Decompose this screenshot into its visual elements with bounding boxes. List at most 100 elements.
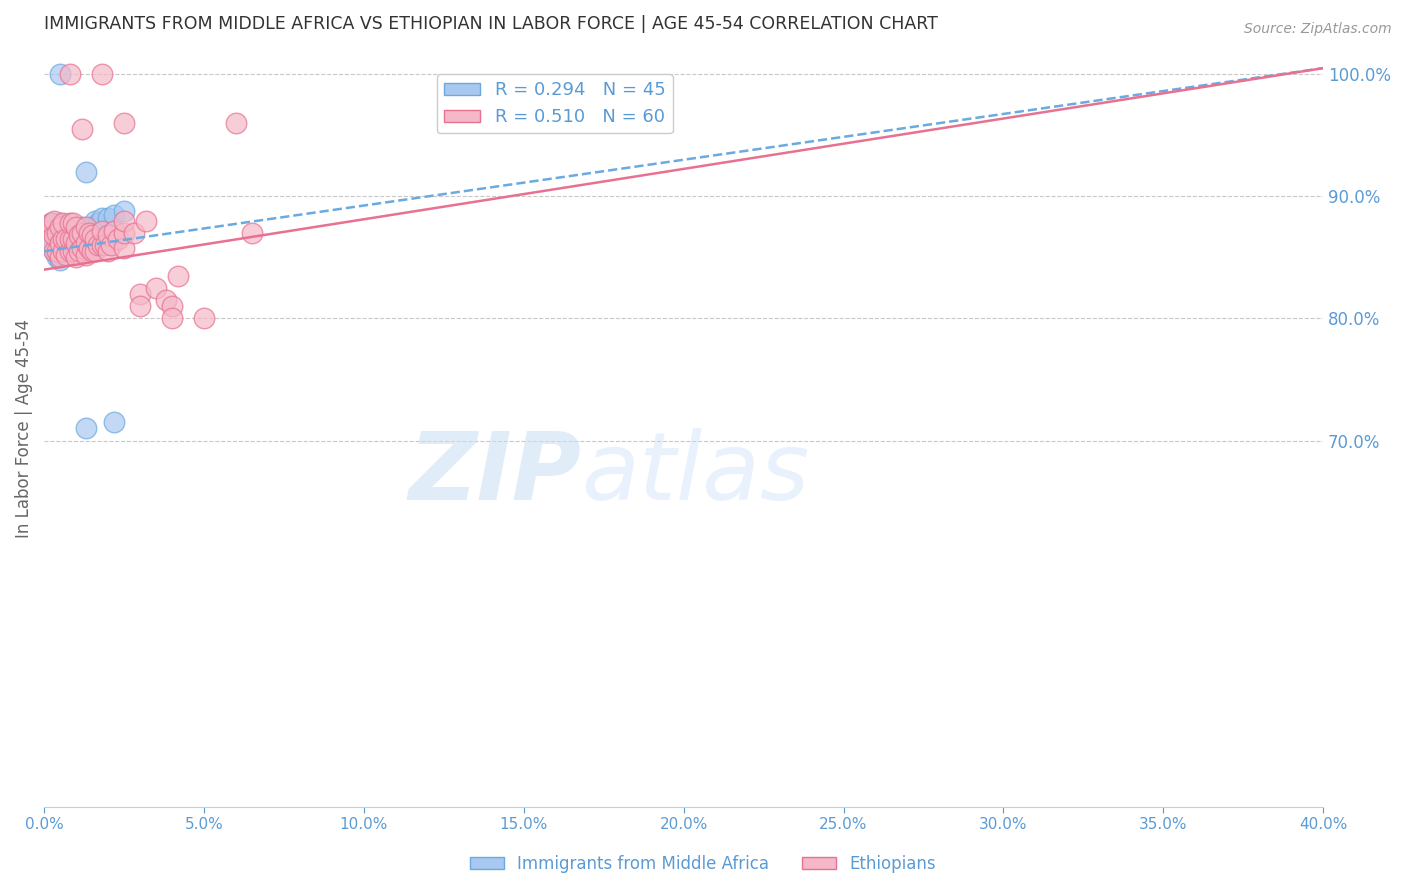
Point: [160, 299, 183, 313]
Point: [103, 208, 125, 222]
Point: [80, 228, 103, 243]
Point: [42, 226, 65, 240]
Point: [59, 223, 82, 237]
Point: [77, 226, 100, 240]
Point: [67, 228, 90, 243]
Text: Source: ZipAtlas.com: Source: ZipAtlas.com: [1244, 22, 1392, 37]
Point: [75, 248, 97, 262]
Point: [45, 241, 67, 255]
Point: [45, 244, 67, 259]
Point: [55, 232, 77, 246]
Point: [52, 241, 75, 255]
Point: [135, 214, 157, 228]
Point: [72, 122, 94, 136]
Point: [49, 235, 72, 250]
Point: [49, 67, 72, 81]
Point: [39, 235, 62, 250]
Point: [97, 211, 120, 226]
Point: [62, 238, 84, 252]
Point: [37, 232, 59, 246]
Point: [39, 216, 62, 230]
Point: [87, 216, 110, 230]
Point: [75, 235, 97, 250]
Point: [65, 235, 87, 250]
Point: [55, 235, 77, 250]
Point: [67, 232, 90, 246]
Point: [42, 228, 65, 243]
Point: [129, 287, 152, 301]
Point: [160, 311, 183, 326]
Point: [62, 232, 84, 246]
Point: [49, 244, 72, 259]
Point: [112, 204, 135, 219]
Point: [80, 219, 103, 234]
Point: [112, 116, 135, 130]
Point: [240, 226, 263, 240]
Point: [52, 248, 75, 262]
Point: [45, 231, 67, 245]
Point: [49, 252, 72, 267]
Point: [55, 248, 77, 262]
Text: IMMIGRANTS FROM MIDDLE AFRICA VS ETHIOPIAN IN LABOR FORCE | AGE 45-54 CORRELATIO: IMMIGRANTS FROM MIDDLE AFRICA VS ETHIOPI…: [44, 15, 938, 33]
Point: [39, 216, 62, 230]
Point: [37, 223, 59, 237]
Point: [59, 244, 82, 259]
Point: [52, 244, 75, 259]
Point: [84, 244, 107, 259]
Point: [145, 281, 167, 295]
Point: [65, 219, 87, 234]
Point: [59, 241, 82, 255]
Point: [45, 226, 67, 240]
Point: [42, 244, 65, 259]
Point: [90, 67, 112, 81]
Point: [167, 268, 190, 283]
Point: [84, 223, 107, 237]
Point: [122, 226, 145, 240]
Point: [72, 241, 94, 255]
Point: [97, 228, 120, 243]
Point: [59, 232, 82, 246]
Point: [49, 235, 72, 250]
Point: [52, 223, 75, 237]
Point: [52, 232, 75, 246]
Point: [75, 226, 97, 240]
Point: [193, 311, 215, 326]
Point: [42, 214, 65, 228]
Text: ZIP: ZIP: [408, 428, 581, 520]
Point: [72, 226, 94, 240]
Point: [39, 226, 62, 240]
Point: [62, 216, 84, 230]
Point: [90, 238, 112, 252]
Point: [225, 116, 247, 130]
Point: [112, 241, 135, 255]
Point: [59, 67, 82, 81]
Point: [45, 221, 67, 235]
Point: [52, 216, 75, 230]
Point: [65, 235, 87, 250]
Point: [55, 226, 77, 240]
Point: [45, 251, 67, 265]
Point: [49, 219, 72, 234]
Point: [59, 216, 82, 230]
Point: [42, 216, 65, 230]
Point: [72, 219, 94, 234]
Point: [77, 241, 100, 255]
Point: [103, 415, 125, 429]
Point: [67, 244, 90, 259]
Point: [90, 211, 112, 226]
Point: [100, 238, 122, 252]
Point: [94, 238, 117, 252]
Legend: Immigrants from Middle Africa, Ethiopians: Immigrants from Middle Africa, Ethiopian…: [464, 848, 942, 880]
Point: [65, 251, 87, 265]
Point: [84, 214, 107, 228]
Point: [80, 244, 103, 259]
Legend: R = 0.294   N = 45, R = 0.510   N = 60: R = 0.294 N = 45, R = 0.510 N = 60: [437, 74, 672, 134]
Point: [65, 226, 87, 240]
Y-axis label: In Labor Force | Age 45-54: In Labor Force | Age 45-54: [15, 319, 32, 538]
Point: [62, 228, 84, 243]
Point: [52, 232, 75, 246]
Point: [87, 238, 110, 252]
Point: [75, 219, 97, 234]
Point: [42, 235, 65, 250]
Point: [75, 165, 97, 179]
